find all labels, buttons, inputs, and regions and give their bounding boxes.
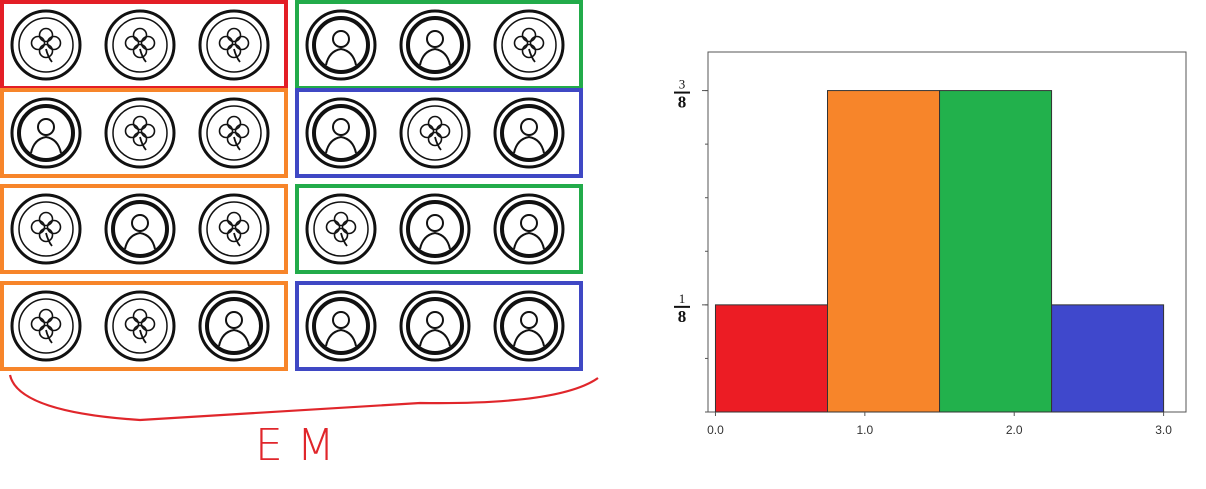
em-label: EM: [255, 420, 349, 471]
x-tick-label: 1.0: [857, 423, 874, 437]
coin-heads-icon: [493, 290, 565, 362]
x-tick-label: 2.0: [1006, 423, 1023, 437]
histogram-bar-3: [1051, 304, 1165, 413]
coin-clover-icon: [198, 193, 270, 265]
y-tick-fraction: 18: [674, 291, 690, 326]
outcome-box: [0, 281, 288, 371]
coin-clover-icon: [10, 9, 82, 81]
coin-heads-icon: [399, 193, 471, 265]
coin-clover-icon: [10, 290, 82, 362]
outcome-box: [295, 281, 583, 371]
coin-clover-icon: [198, 97, 270, 169]
coin-heads-icon: [10, 97, 82, 169]
x-tick-label: 3.0: [1155, 423, 1172, 437]
coin-clover-icon: [104, 9, 176, 81]
coin-outcomes-figure: [0, 0, 599, 422]
coin-clover-icon: [399, 97, 471, 169]
histogram-bar-0: [714, 304, 828, 413]
histogram-bar-1: [827, 90, 941, 413]
coin-heads-icon: [305, 9, 377, 81]
coin-heads-icon: [198, 290, 270, 362]
x-tick-label: 0.0: [707, 423, 724, 437]
outcome-box: [0, 184, 288, 274]
coin-heads-icon: [493, 97, 565, 169]
outcome-box: [0, 88, 288, 178]
coin-heads-icon: [493, 193, 565, 265]
coin-clover-icon: [198, 9, 270, 81]
coin-heads-icon: [305, 97, 377, 169]
y-tick-fraction: 38: [674, 77, 690, 112]
svg-text:3: 3: [679, 77, 686, 92]
histogram-bar-2: [939, 90, 1053, 413]
outcome-box: [295, 88, 583, 178]
coin-heads-icon: [399, 9, 471, 81]
coin-heads-icon: [104, 193, 176, 265]
coin-clover-icon: [493, 9, 565, 81]
coin-clover-icon: [305, 193, 377, 265]
coin-clover-icon: [104, 290, 176, 362]
coin-heads-icon: [305, 290, 377, 362]
outcome-box: [295, 184, 583, 274]
coin-heads-icon: [399, 290, 471, 362]
coin-clover-icon: [104, 97, 176, 169]
svg-text:8: 8: [678, 93, 687, 112]
svg-text:1: 1: [679, 291, 686, 306]
svg-text:8: 8: [678, 307, 687, 326]
coin-clover-icon: [10, 193, 82, 265]
brace-annotation: [8, 374, 599, 422]
